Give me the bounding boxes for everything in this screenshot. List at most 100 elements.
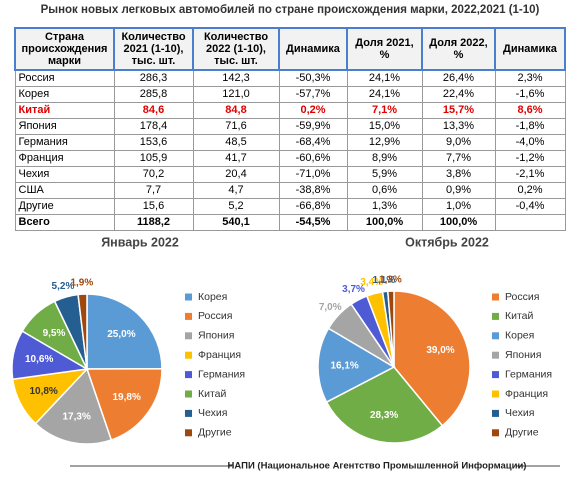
table-cell: 22,4%: [421, 86, 496, 103]
legend-label: Китай: [198, 388, 227, 400]
source: НАПИ (Национальное Агентство Промышленно…: [228, 461, 527, 472]
legend-label: Франция: [198, 349, 241, 361]
table-header: Страна происхождения марки Количество 202…: [14, 27, 566, 71]
legend-label: Чехия: [505, 407, 534, 419]
table-cell: 0,2%: [278, 102, 348, 119]
header-cell: Динамика: [494, 27, 566, 71]
data-label: 9,5%: [43, 328, 66, 339]
table-cell: 142,3: [192, 69, 280, 87]
table-cell: -4,0%: [494, 134, 566, 151]
table-cell: -71,0%: [278, 166, 348, 183]
legend-swatch: [185, 312, 192, 320]
table-cell: 100,0%: [346, 214, 423, 231]
table-cell: Всего: [14, 214, 115, 231]
legend-swatch: [492, 293, 499, 301]
table-cell: 48,5: [192, 134, 280, 151]
data-label: 7,0%: [319, 302, 342, 313]
header-cell: Динамика: [278, 27, 348, 71]
data-label: 1,1%: [372, 275, 395, 286]
data-label: 16,1%: [330, 360, 358, 371]
pie-slice: [386, 290, 395, 368]
table-row: Германия 153,6 48,5 -68,4% 12,9% 9,0% -4,0%: [14, 134, 566, 151]
table-cell: -59,9%: [278, 118, 348, 135]
table-cell: 15,0%: [346, 118, 423, 135]
data-label: 10,8%: [29, 386, 57, 397]
legend-swatch: [492, 371, 499, 379]
table-cell: -66,8%: [278, 198, 348, 215]
table-row: Китай 84,6 84,8 0,2% 7,1% 15,7% 8,6%: [14, 102, 566, 119]
legend-label: Корея: [198, 291, 227, 303]
table-cell: 8,6%: [494, 102, 566, 119]
table-cell: 26,4%: [421, 69, 496, 87]
table-cell: 286,3: [113, 69, 194, 87]
legend-swatch: [492, 390, 499, 398]
legend-swatch: [492, 312, 499, 320]
legend-label: Россия: [198, 310, 232, 322]
legend-swatch: [492, 332, 499, 340]
pie-slice: [34, 367, 113, 445]
table-cell: 4,7: [192, 182, 280, 199]
header-cell: Доля 2021, %: [346, 27, 423, 71]
legend-label: Япония: [505, 349, 541, 361]
pie-slice: [77, 293, 88, 370]
table-cell: Китай: [14, 102, 115, 119]
table-row: Франция 105,9 41,7 -60,6% 8,9% 7,7% -1,2%: [14, 150, 566, 167]
header-cell: Доля 2022, %: [421, 27, 496, 71]
data-label: 3,4%: [360, 277, 383, 288]
data-label: 5,2%: [52, 281, 75, 292]
table-cell: 0,9%: [421, 182, 496, 199]
pie-slice: [86, 293, 163, 370]
table-cell: 8,9%: [346, 150, 423, 167]
legend-label: Чехия: [198, 407, 227, 419]
data-label: 39,0%: [426, 345, 454, 356]
table-cell: Франция: [14, 150, 115, 167]
table-cell: [494, 214, 566, 231]
page-title: Рынок новых легковых автомобилей по стра…: [40, 4, 540, 16]
legend-label: Германия: [505, 368, 552, 380]
legend-label: Франция: [505, 388, 548, 400]
table-row: Корея 285,8 121,0 -57,7% 24,1% 22,4% -1,6%: [14, 86, 566, 103]
table-row: Всего 1188,2 540,1 -54,5% 100,0% 100,0%: [14, 214, 566, 231]
data-label: 1,3%: [379, 274, 402, 285]
table-cell: 178,4: [113, 118, 194, 135]
legend-swatch: [185, 371, 192, 379]
table-cell: -2,1%: [494, 166, 566, 183]
legend-label: Другие: [505, 427, 539, 439]
legend-swatch: [492, 429, 499, 437]
data-label: 17,3%: [62, 411, 90, 422]
data-label: 28,3%: [370, 410, 398, 421]
data-label: 10,6%: [25, 354, 53, 365]
pie-slice: [325, 366, 444, 444]
header-cell: Страна происхождения марки: [14, 27, 115, 71]
header-cell: Количество 2022 (1-10), тыс. шт.: [192, 27, 280, 71]
table-cell: 12,9%: [346, 134, 423, 151]
legend-label: Корея: [505, 330, 534, 342]
table-cell: 100,0%: [421, 214, 496, 231]
legend-swatch: [492, 351, 499, 359]
table-cell: Россия: [14, 69, 115, 87]
data-label: 19,8%: [113, 392, 141, 403]
legend-swatch: [185, 293, 192, 301]
legend-label: Япония: [198, 330, 234, 342]
legend-swatch: [492, 409, 499, 417]
pie-slice: [317, 327, 396, 404]
chart-title: Январь 2022: [101, 235, 179, 249]
legend-swatch: [185, 351, 192, 359]
data-table: Страна происхождения марки Количество 202…: [14, 27, 566, 231]
data-label: 1,9%: [70, 278, 93, 289]
table-cell: 1188,2: [113, 214, 194, 231]
legend-label: Другие: [198, 427, 232, 439]
table-cell: 540,1: [192, 214, 280, 231]
table-cell: 15,6: [113, 198, 194, 215]
legend-swatch: [185, 332, 192, 340]
table-cell: 24,1%: [346, 86, 423, 103]
legend-swatch: [185, 409, 192, 417]
table-cell: 7,7%: [421, 150, 496, 167]
data-label: 3,7%: [342, 284, 365, 295]
legend-swatch: [185, 429, 192, 437]
legend-label: Германия: [198, 368, 245, 380]
data-label: 25,0%: [107, 329, 135, 340]
pie-slice: [393, 290, 471, 427]
